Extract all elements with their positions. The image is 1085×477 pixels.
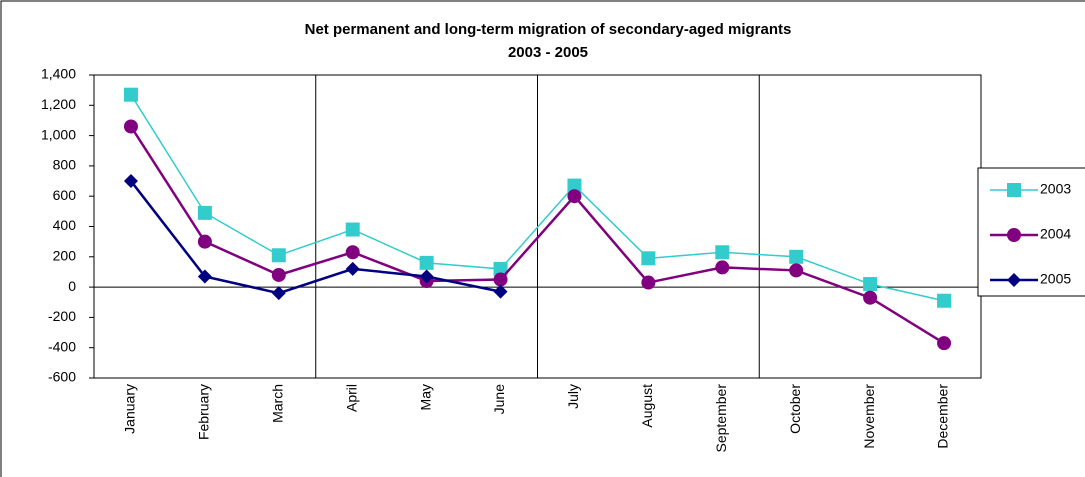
- x-tick-label: December: [935, 384, 951, 449]
- y-tick-label: 1,000: [41, 126, 76, 142]
- legend-marker: [1007, 183, 1021, 197]
- data-point: [715, 260, 730, 275]
- x-tick-label: June: [491, 384, 507, 415]
- legend-label: 2005: [1040, 271, 1071, 287]
- data-point: [863, 277, 878, 292]
- x-tick-label: May: [417, 384, 433, 410]
- y-tick-label: 0: [68, 278, 76, 294]
- data-point: [271, 286, 286, 301]
- data-point: [197, 205, 212, 220]
- data-point: [641, 251, 656, 266]
- data-point: [863, 290, 878, 305]
- x-tick-label: July: [565, 384, 581, 409]
- x-tick-label: November: [861, 384, 877, 449]
- x-tick-label: September: [713, 384, 729, 453]
- data-point: [271, 248, 286, 263]
- x-tick-label: April: [343, 384, 359, 412]
- data-point: [345, 222, 360, 237]
- y-tick-label: -400: [48, 338, 76, 354]
- data-point: [493, 272, 508, 287]
- data-point: [419, 269, 434, 284]
- legend-label: 2004: [1040, 226, 1071, 242]
- data-point: [937, 336, 952, 351]
- x-tick-label: October: [787, 384, 803, 434]
- data-point: [567, 178, 582, 193]
- data-point: [937, 293, 952, 308]
- data-point: [197, 234, 212, 249]
- series-line: [129, 180, 501, 295]
- data-point: [197, 269, 212, 284]
- data-point: [123, 174, 138, 189]
- data-point: [123, 87, 138, 102]
- x-tick-label: August: [639, 384, 655, 428]
- y-tick-label: 1,200: [41, 96, 76, 112]
- chart-title: Net permanent and long-term migration of…: [305, 21, 792, 38]
- data-point: [271, 267, 286, 282]
- series-line: [129, 125, 945, 345]
- data-point: [789, 249, 804, 264]
- data-point: [567, 189, 582, 204]
- data-point: [345, 245, 360, 260]
- x-tick-label: February: [196, 384, 212, 440]
- data-point: [419, 255, 434, 270]
- y-tick-label: 600: [53, 187, 77, 203]
- data-point: [789, 263, 804, 278]
- y-tick-label: 1,400: [41, 66, 76, 82]
- y-tick-label: 200: [53, 248, 77, 264]
- series-line: [130, 94, 945, 302]
- legend-label: 2003: [1040, 181, 1071, 197]
- x-tick-label: January: [122, 384, 138, 434]
- y-tick-label: 800: [53, 157, 77, 173]
- legend-marker: [1007, 273, 1021, 287]
- y-tick-label: -600: [48, 369, 76, 385]
- y-tick-label: 400: [53, 217, 77, 233]
- data-point: [715, 245, 730, 260]
- x-tick-label: March: [269, 384, 285, 423]
- legend-marker: [1007, 228, 1021, 242]
- data-point: [493, 261, 508, 276]
- y-tick-label: -200: [48, 308, 76, 324]
- data-point: [641, 275, 656, 290]
- chart-subtitle: 2003 - 2005: [508, 44, 588, 61]
- data-point: [123, 119, 138, 134]
- data-point: [493, 284, 508, 299]
- data-point: [345, 261, 360, 276]
